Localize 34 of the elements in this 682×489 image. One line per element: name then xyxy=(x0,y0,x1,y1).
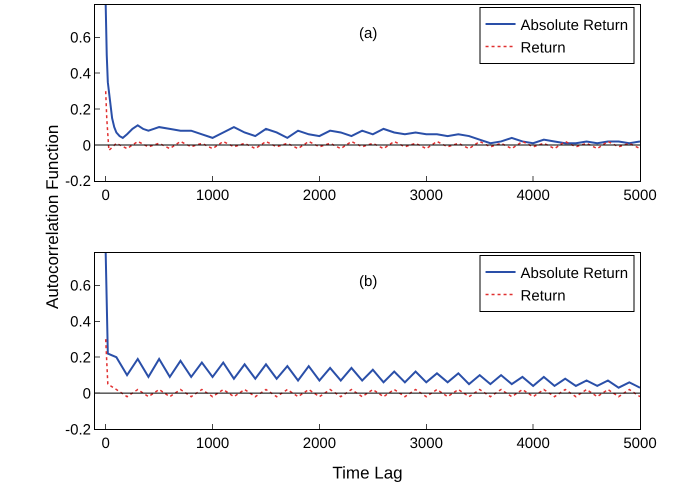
annotation: (b) xyxy=(359,273,378,290)
y-tick-label: 0.4 xyxy=(70,314,91,331)
y-tick-label: 0 xyxy=(82,385,91,402)
x-tick-label: 5000 xyxy=(623,435,657,452)
y-tick-label: 0.2 xyxy=(70,101,91,118)
x-tick-label: 3000 xyxy=(410,186,443,204)
legend-label: Return xyxy=(520,287,566,304)
x-tick-label: 4000 xyxy=(516,186,550,204)
y-tick-label: 0.4 xyxy=(70,65,91,82)
legend-label: Absolute Return xyxy=(520,16,628,34)
line-series xyxy=(104,90,640,152)
x-tick-label: 3000 xyxy=(410,435,443,452)
x-tick-label: 0 xyxy=(102,186,110,204)
x-tick-label: 1000 xyxy=(196,186,230,204)
x-tick-label: 1000 xyxy=(196,435,230,452)
x-tick-label: 2000 xyxy=(302,435,336,452)
annotation: (a) xyxy=(359,25,378,42)
x-tick-label: 4000 xyxy=(516,435,550,452)
x-axis-title: Time Lag xyxy=(332,463,403,482)
y-tick-label: 0.2 xyxy=(70,349,91,366)
x-tick-label: 5000 xyxy=(623,186,657,204)
y-tick-label: -0.2 xyxy=(65,421,91,438)
y-tick-label: 0 xyxy=(82,137,91,154)
y-tick-label: 0.6 xyxy=(70,30,91,47)
y-axis-title: Autocorrelation Function xyxy=(43,124,62,309)
line-series xyxy=(104,253,640,389)
legend-label: Absolute Return xyxy=(520,264,628,282)
line-series xyxy=(104,5,640,144)
legend-label: Return xyxy=(520,39,566,56)
x-tick-label: 0 xyxy=(102,435,110,452)
y-tick-label: 0.6 xyxy=(70,278,91,295)
y-tick-label: -0.2 xyxy=(65,173,91,190)
line-series xyxy=(104,338,640,398)
x-tick-label: 2000 xyxy=(302,186,336,204)
